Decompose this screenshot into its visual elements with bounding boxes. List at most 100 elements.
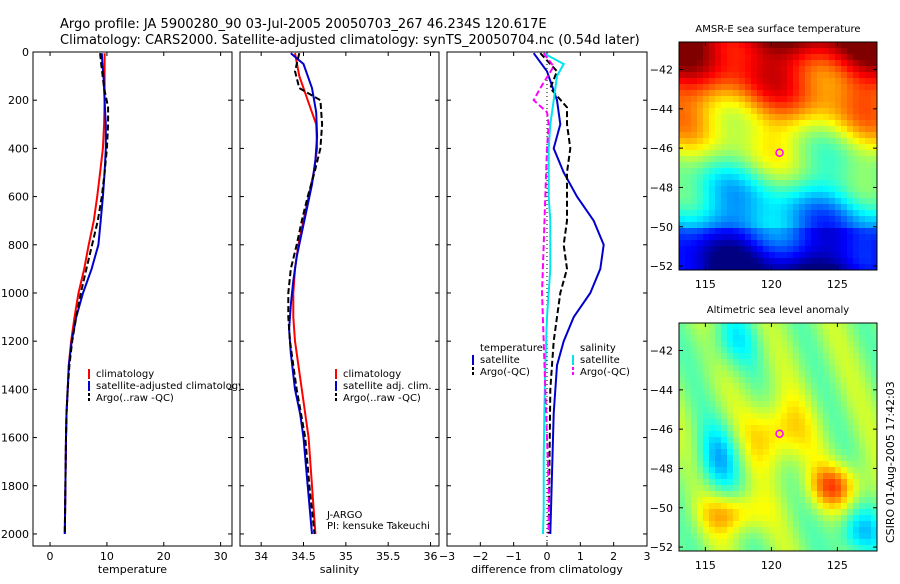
map-cell <box>847 449 854 456</box>
map-cell <box>829 341 836 348</box>
map-cell <box>721 48 728 55</box>
map-cell <box>733 419 740 426</box>
map-cell <box>847 174 854 181</box>
map-cell <box>727 461 734 468</box>
map-cell <box>859 539 866 546</box>
map-cell <box>733 431 740 438</box>
map-cell <box>769 108 776 115</box>
map-cell <box>739 491 746 498</box>
map-cell <box>823 234 830 241</box>
map-cell <box>703 234 710 241</box>
y-tick-label: −42 <box>650 64 673 77</box>
map-cell <box>775 210 782 217</box>
map-cell <box>685 114 692 121</box>
map-cell <box>853 162 860 169</box>
map-cell <box>835 449 842 456</box>
map-cell <box>721 401 728 408</box>
map-cell <box>817 455 824 462</box>
map-cell <box>775 341 782 348</box>
map-cell <box>799 246 806 253</box>
map-cell <box>853 102 860 109</box>
map-cell <box>709 449 716 456</box>
map-cell <box>841 120 848 127</box>
map-cell <box>811 108 818 115</box>
map-cell <box>709 485 716 492</box>
map-cell <box>847 431 854 438</box>
map-cell <box>745 156 752 163</box>
map-cell <box>781 78 788 85</box>
x-tick-label: 35.5 <box>376 550 401 563</box>
map-cell <box>685 60 692 67</box>
map-cell <box>805 216 812 223</box>
map-cell <box>859 479 866 486</box>
map-cell <box>703 156 710 163</box>
map-cell <box>805 192 812 199</box>
map-cell <box>721 485 728 492</box>
map-cell <box>847 66 854 73</box>
map-cell <box>739 246 746 253</box>
map-cell <box>739 108 746 115</box>
map-cell <box>751 365 758 372</box>
map-cell <box>829 84 836 91</box>
map-cell <box>817 42 824 49</box>
map-cell <box>859 264 866 270</box>
map-cell <box>721 491 728 498</box>
map-cell <box>685 198 692 205</box>
map-cell <box>715 42 722 49</box>
map-cell <box>757 503 764 510</box>
map-cell <box>763 54 770 61</box>
map-cell <box>781 371 788 378</box>
map-cell <box>721 359 728 366</box>
map-cell <box>787 401 794 408</box>
map-cell <box>703 138 710 145</box>
map-cell <box>763 473 770 480</box>
map-cell <box>763 335 770 342</box>
map-cell <box>835 407 842 414</box>
map-cell <box>721 383 728 390</box>
map-cell <box>787 425 794 432</box>
map-cell <box>775 461 782 468</box>
map-cell <box>841 216 848 223</box>
map-cell <box>799 503 806 510</box>
map-cell <box>757 473 764 480</box>
map-cell <box>865 48 872 55</box>
map-cell <box>709 353 716 360</box>
map-cell <box>769 485 776 492</box>
map-cell <box>685 359 692 366</box>
map-cell <box>853 240 860 247</box>
map-cell <box>697 509 704 516</box>
map-cell <box>679 204 686 211</box>
map-cell <box>763 78 770 85</box>
map-cell <box>853 84 860 91</box>
map-cell <box>811 96 818 103</box>
map-cell <box>769 533 776 540</box>
map-cell <box>697 329 704 336</box>
map-cell <box>781 473 788 480</box>
map-cell <box>733 204 740 211</box>
map-cell <box>733 539 740 546</box>
map-cell <box>757 150 764 157</box>
map-cell <box>817 413 824 420</box>
map-cell <box>811 198 818 205</box>
map-cell <box>697 401 704 408</box>
map-cell <box>793 108 800 115</box>
map-cell <box>835 96 842 103</box>
map-cell <box>691 479 698 486</box>
map-cell <box>811 192 818 199</box>
map-cell <box>733 443 740 450</box>
map-cell <box>799 389 806 396</box>
map-cell <box>727 42 734 49</box>
map-cell <box>715 156 722 163</box>
legend-label: satellite <box>580 355 620 366</box>
map-cell <box>829 461 836 468</box>
map-cell <box>859 407 866 414</box>
map-cell <box>823 216 830 223</box>
map-cell <box>697 84 704 91</box>
map-cell <box>697 527 704 534</box>
map-cell <box>679 533 686 540</box>
map-cell <box>871 497 877 504</box>
map-cell <box>691 401 698 408</box>
map-cell <box>805 168 812 175</box>
map-cell <box>739 102 746 109</box>
map-cell <box>811 114 818 121</box>
